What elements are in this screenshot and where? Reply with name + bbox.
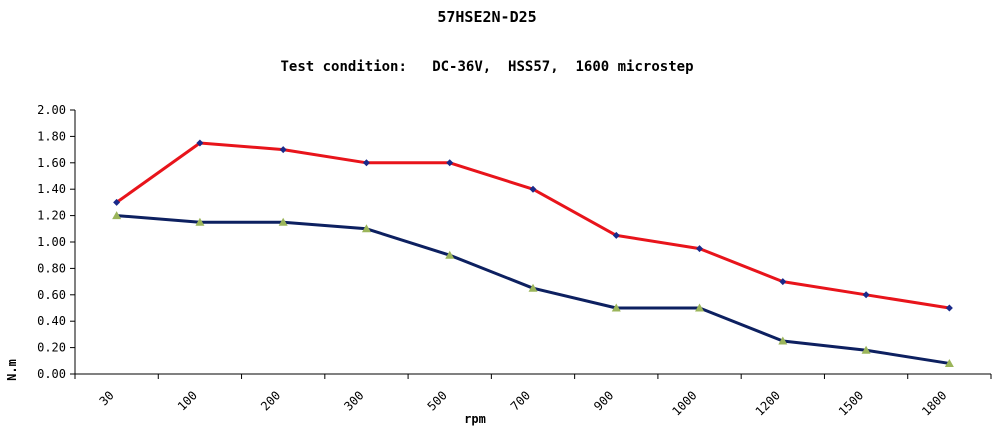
x-tick-label: 1000	[669, 388, 699, 418]
series-2-point	[611, 303, 621, 312]
series-group	[112, 139, 954, 367]
y-tick-label: 0.80	[37, 261, 66, 275]
series-2-point	[112, 211, 122, 220]
series-2-point	[361, 224, 371, 233]
x-ticks: 30 100 200 300 500 700 900 1000 1200 1500 1800	[74, 374, 992, 419]
y-tick-label: 0.20	[37, 341, 66, 355]
y-axis-label: N.m	[5, 359, 19, 381]
chart-title: 57HSE2N-D25	[437, 8, 536, 26]
series-2-point	[944, 358, 954, 367]
y-tick-label: 1.80	[37, 129, 66, 143]
x-tick-label: 1800	[919, 388, 949, 418]
y-tick-label: 1.20	[37, 209, 66, 223]
x-tick-label: 30	[97, 388, 117, 408]
series-1-point	[529, 185, 537, 193]
y-tick-label: 1.00	[37, 235, 66, 249]
series-2-point	[778, 336, 788, 345]
series-1-point	[446, 159, 454, 167]
series-2-point	[445, 250, 455, 259]
x-tick-label: 300	[341, 388, 366, 413]
chart-subtitle: Test condition: DC-36V, HSS57, 1600 micr…	[280, 59, 693, 75]
series-2-point	[528, 283, 538, 292]
x-tick-label: 1200	[753, 388, 783, 418]
series-2-point	[278, 217, 288, 226]
x-tick-label: 900	[591, 388, 616, 413]
y-tick-label: 0.60	[37, 288, 66, 302]
series-1-point	[862, 291, 870, 299]
x-tick-label: 1500	[836, 388, 866, 418]
series-1-point	[279, 146, 287, 154]
series-1-point	[612, 231, 620, 239]
series-1-point	[696, 245, 704, 253]
series-1-line	[115, 141, 950, 310]
series-1-point	[362, 159, 370, 167]
series-1-point	[113, 198, 121, 206]
series-1-point	[945, 304, 953, 312]
x-axis-label: rpm	[464, 412, 486, 426]
y-tick-label: 0.00	[37, 367, 66, 381]
y-tick-label: 1.40	[37, 182, 66, 196]
series-2-point	[195, 217, 205, 226]
y-tick-label: 0.40	[37, 314, 66, 328]
x-tick-label: 100	[175, 388, 200, 413]
y-tick-label: 2.00	[37, 103, 66, 117]
series-1-point	[779, 278, 787, 286]
series-2-point	[695, 303, 705, 312]
x-tick-label: 500	[425, 388, 450, 413]
series-1-point	[196, 139, 204, 147]
x-tick-label: 700	[508, 388, 533, 413]
y-ticks: 0.00 0.20 0.40 0.60 0.80 1.00 1.20 1.40 1.60 1.80…	[37, 103, 75, 381]
series-2-point	[861, 345, 871, 354]
y-tick-label: 1.60	[37, 156, 66, 170]
x-tick-label: 200	[258, 388, 283, 413]
